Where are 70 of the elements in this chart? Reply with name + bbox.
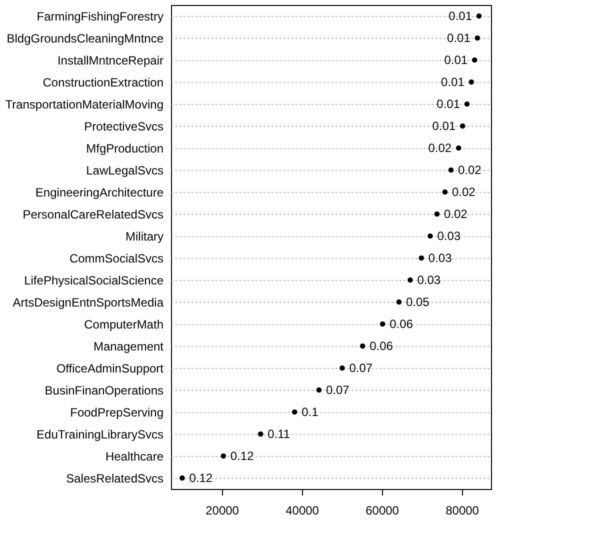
- point: [474, 35, 480, 41]
- annotation: 0.1: [302, 405, 319, 419]
- annotation: 0.06: [370, 339, 394, 353]
- y-tick-label: PersonalCareRelatedSvcs: [22, 208, 164, 222]
- point: [468, 79, 474, 85]
- annotation: 0.07: [349, 361, 373, 375]
- y-tick-label: OfficeAdminSupport: [56, 362, 164, 376]
- point: [220, 453, 226, 459]
- annotation: 0.02: [458, 163, 482, 177]
- point: [292, 409, 298, 415]
- x-tick-label: 80000: [446, 504, 480, 518]
- annotation: 0.11: [268, 427, 290, 441]
- annotation: 0.12: [189, 471, 213, 485]
- annotation: 0.03: [428, 251, 452, 265]
- point: [180, 475, 185, 481]
- annotation: 0.01: [448, 9, 472, 23]
- y-tick-label: MfgProduction: [86, 142, 164, 156]
- annotation: 0.03: [437, 229, 461, 243]
- y-tick-label: FarmingFishingForestry: [36, 10, 164, 24]
- annotation: 0.01: [432, 119, 456, 133]
- x-tick-label: 60000: [366, 504, 400, 518]
- annotation: 0.12: [230, 449, 254, 463]
- annotation: 0.03: [417, 273, 441, 287]
- annotation: 0.06: [390, 317, 414, 331]
- point: [442, 189, 448, 195]
- point: [428, 233, 433, 239]
- point: [448, 167, 454, 173]
- annotation: 0.02: [444, 207, 468, 221]
- x-tick-label: 20000: [206, 504, 240, 518]
- y-tick-label: TransportationMaterialMoving: [5, 98, 164, 112]
- point: [464, 101, 470, 107]
- y-tick-label: EngineeringArchitecture: [35, 186, 164, 200]
- annotation: 0.01: [447, 31, 471, 45]
- y-tick-label: InstallMntnceRepair: [57, 54, 164, 68]
- point: [258, 431, 264, 437]
- annotation: 0.02: [428, 141, 452, 155]
- point: [360, 343, 366, 349]
- y-tick-label: LifePhysicalSocialScience: [24, 274, 164, 288]
- y-tick-label: BldgGroundsCleaningMntnce: [6, 32, 164, 46]
- point: [408, 277, 413, 283]
- y-tick-label: EduTrainingLibrarySvcs: [36, 428, 164, 442]
- y-tick-label: ComputerMath: [84, 318, 164, 332]
- y-tick-label: ArtsDesignEntnSportsMedia: [12, 296, 164, 310]
- point: [476, 13, 482, 19]
- annotation: 0.07: [326, 383, 350, 397]
- point: [380, 321, 386, 327]
- y-tick-label: LawLegalSvcs: [86, 164, 164, 178]
- y-tick-label: SalesRelatedSvcs: [66, 472, 164, 486]
- annotation: 0.01: [441, 75, 465, 89]
- x-tick-label: 40000: [286, 504, 320, 518]
- annotation: 0.01: [444, 53, 468, 67]
- annotation: 0.02: [452, 185, 476, 199]
- point: [472, 57, 478, 63]
- y-tick-label: Management: [93, 340, 164, 354]
- point: [316, 387, 322, 393]
- annotation: 0.01: [436, 97, 460, 111]
- y-tick-label: ProtectiveSvcs: [84, 120, 164, 134]
- y-tick-label: ConstructionExtraction: [42, 76, 164, 90]
- y-tick-label: FoodPrepServing: [70, 406, 164, 420]
- point: [434, 211, 440, 217]
- point: [396, 299, 402, 305]
- y-tick-label: Military: [126, 230, 164, 244]
- point: [340, 365, 345, 371]
- annotation: 0.05: [406, 295, 430, 309]
- point: [460, 123, 466, 129]
- y-tick-label: CommSocialSvcs: [69, 252, 164, 266]
- point: [456, 145, 462, 151]
- y-tick-label: BusinFinanOperations: [44, 384, 164, 398]
- y-tick-label: Healthcare: [105, 450, 164, 464]
- point: [418, 255, 424, 261]
